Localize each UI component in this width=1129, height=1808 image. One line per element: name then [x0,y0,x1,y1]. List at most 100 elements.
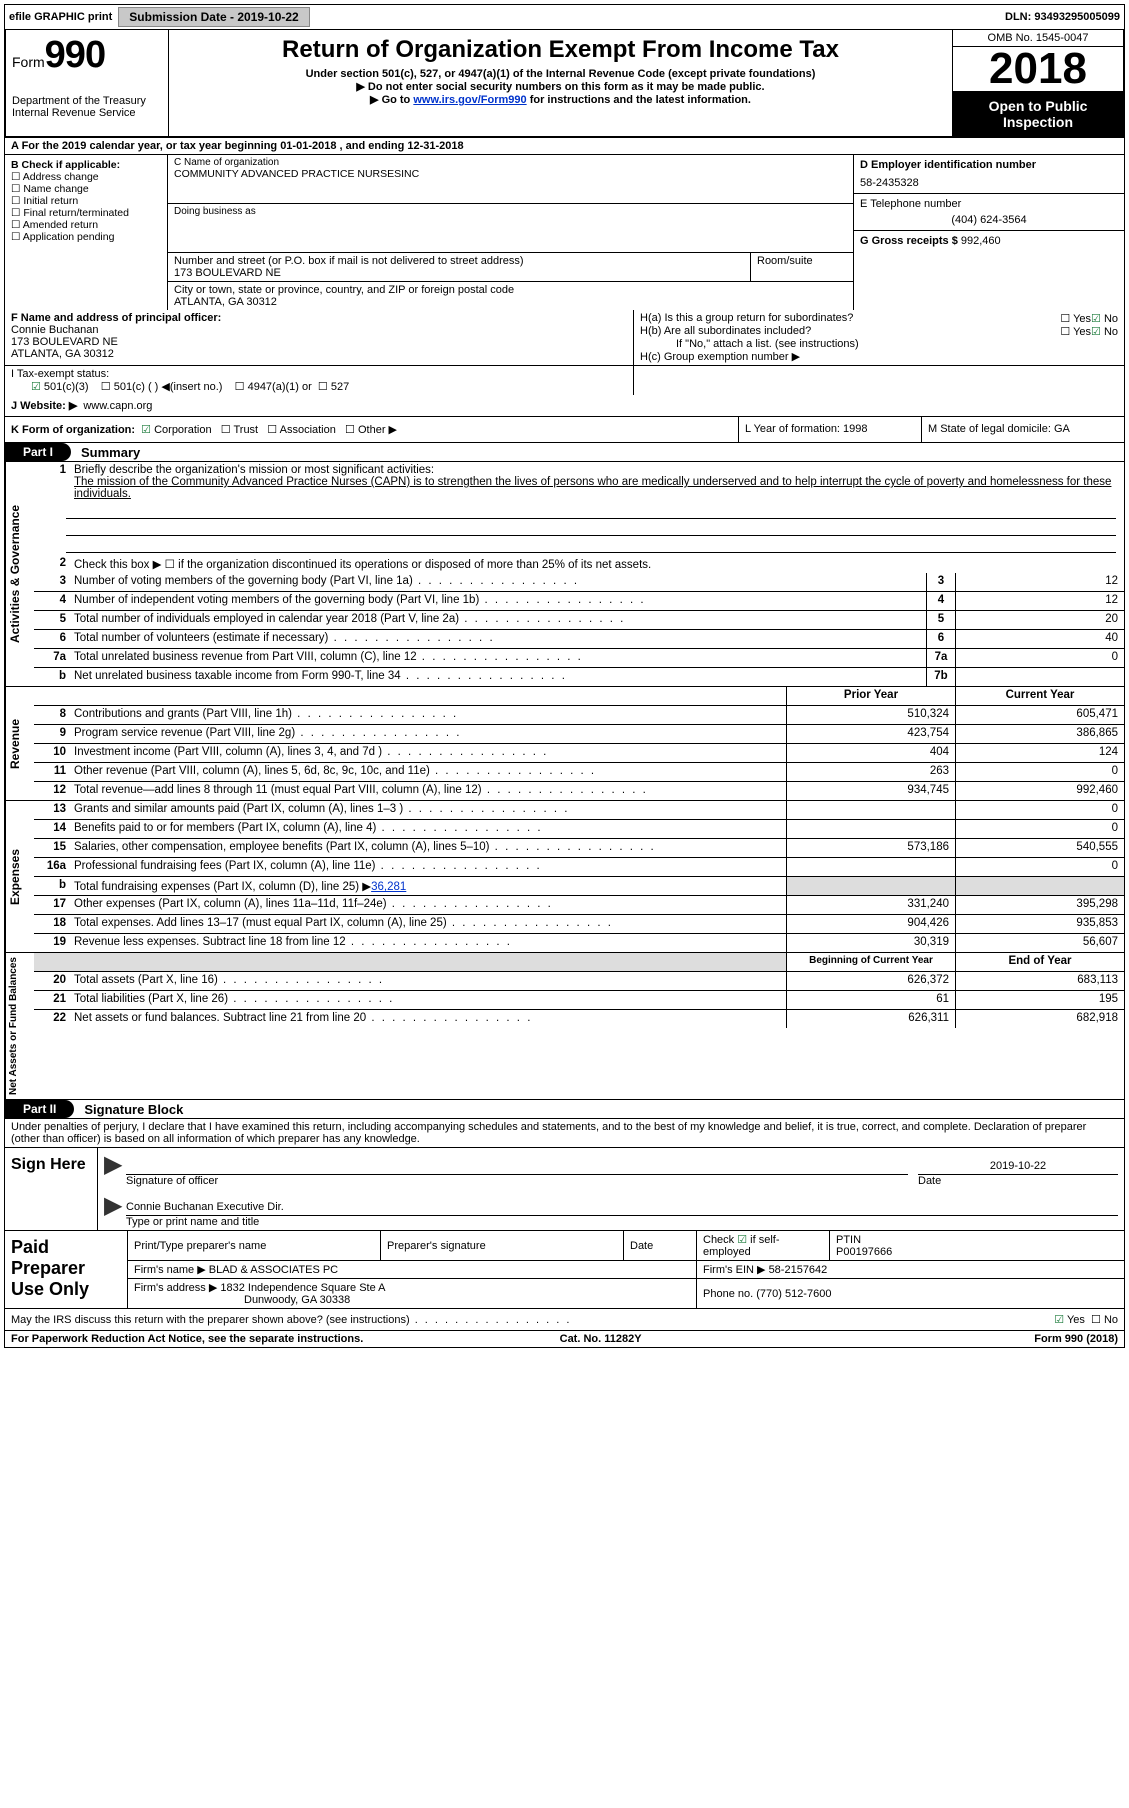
row-14: 14 Benefits paid to or for members (Part… [34,820,1124,839]
sign-body: ▶ Signature of officer 2019-10-22 Date ▶… [98,1148,1124,1230]
rev-rows: Prior Year Current Year 8 Contributions … [34,687,1124,800]
curr-20: 683,113 [955,972,1124,990]
header-left: Form990 Department of the Treasury Inter… [6,30,169,136]
l16b-curr-shade [955,877,1124,895]
vlabel-governance: Activities & Governance [5,462,34,686]
prior-15: 573,186 [786,839,955,857]
org-name-label: C Name of organization [174,157,847,168]
prior-19: 30,319 [786,934,955,952]
curr-11: 0 [955,763,1124,781]
sign-arrow-1: ▶ [104,1150,116,1187]
gov-val-5: 20 [955,611,1124,629]
gov-cell-6: 6 [926,630,955,648]
discuss-no[interactable]: No [1091,1314,1118,1326]
line-2-desc: Check this box ▶ ☐ if the organization d… [70,555,1124,573]
hdr-end-year: End of Year [955,953,1124,971]
cb-app-pending[interactable]: Application pending [11,231,161,243]
org-name-box: C Name of organization COMMUNITY ADVANCE… [168,155,853,204]
sig-date: 2019-10-22 [990,1160,1046,1172]
cb-association[interactable]: Association [267,424,336,436]
prior-8: 510,324 [786,706,955,724]
discuss-yes[interactable]: Yes [1054,1314,1085,1326]
irs-link[interactable]: www.irs.gov/Form990 [413,94,526,106]
row-21: 21 Total liabilities (Part X, line 26) 6… [34,991,1124,1010]
po-addr2: ATLANTA, GA 30312 [11,348,627,360]
row-17: 17 Other expenses (Part IX, column (A), … [34,896,1124,915]
tax-year: 2018 [953,47,1123,92]
row-a-tax-year: A For the 2019 calendar year, or tax yea… [4,138,1125,155]
ptin-value: P00197666 [836,1246,892,1258]
gov-cell-4: 4 [926,592,955,610]
header-right: OMB No. 1545-0047 2018 Open to Public In… [953,30,1123,136]
net-rows: Beginning of Current Year End of Year 20… [34,953,1124,1099]
cb-501c3[interactable]: 501(c)(3) [31,381,89,393]
ha-no[interactable]: No [1091,312,1118,325]
submission-date-button[interactable]: Submission Date - 2019-10-22 [118,7,309,27]
gov-row-3: 3 Number of voting members of the govern… [34,573,1124,592]
num-15: 15 [34,839,70,857]
goto-post: for instructions and the latest informat… [527,94,751,106]
section-expenses: Expenses 13 Grants and similar amounts p… [4,800,1125,952]
cb-527[interactable]: 527 [318,381,349,393]
num-13: 13 [34,801,70,819]
desc-21: Total liabilities (Part X, line 26) [70,991,786,1009]
gov-num-7a: 7a [34,649,70,667]
city-state-zip: ATLANTA, GA 30312 [174,296,847,308]
mission-blank-3 [66,538,1116,553]
ha-yes[interactable]: Yes [1060,312,1091,325]
street-addr: 173 BOULEVARD NE [174,267,744,279]
goto-line: Go to www.irs.gov/Form990 for instructio… [177,93,944,106]
mission-label: Briefly describe the organization's miss… [74,464,434,476]
ein-label: D Employer identification number [860,159,1118,171]
sign-arrow-2: ▶ [104,1191,116,1228]
cb-4947[interactable]: 4947(a)(1) or [235,381,312,393]
hc-label: H(c) Group exemption number ▶ [640,350,1118,363]
row-i: I Tax-exempt status: 501(c)(3) 501(c) ( … [4,366,1125,395]
desc-14: Benefits paid to or for members (Part IX… [70,820,786,838]
tel-label: E Telephone number [860,198,1118,210]
org-name: COMMUNITY ADVANCED PRACTICE NURSESINC [174,168,847,180]
cb-address-change[interactable]: Address change [11,171,161,183]
cb-self-employed[interactable] [737,1234,750,1246]
cb-501c[interactable]: 501(c) ( ) ◀(insert no.) [101,381,223,393]
line-2-num: 2 [34,555,70,573]
gov-num-b: b [34,668,70,686]
num-9: 9 [34,725,70,743]
gov-row-4: 4 Number of independent voting members o… [34,592,1124,611]
mission-text: The mission of the Community Advanced Pr… [74,476,1111,500]
net-header-row: Beginning of Current Year End of Year [34,953,1124,972]
num-8: 8 [34,706,70,724]
cb-initial-return[interactable]: Initial return [11,195,161,207]
row-10: 10 Investment income (Part VIII, column … [34,744,1124,763]
po-name: Connie Buchanan [11,324,627,336]
submission-date: 2019-10-22 [237,10,298,24]
hb-yes[interactable]: Yes [1060,325,1091,338]
addr-label: Number and street (or P.O. box if mail i… [174,255,744,267]
num-21: 21 [34,991,70,1009]
net-hdr-blank [34,953,786,971]
prep-sig-hdr: Preparer's signature [381,1231,624,1261]
cb-other[interactable]: Other ▶ [345,424,397,436]
dba-label: Doing business as [174,206,847,217]
k-label: K Form of organization: [11,424,135,436]
cb-amended[interactable]: Amended return [11,219,161,231]
rev-header-row: Prior Year Current Year [34,687,1124,706]
hb-no[interactable]: No [1091,325,1118,338]
officer-sig-line[interactable] [126,1160,908,1175]
header-mid: Return of Organization Exempt From Incom… [169,30,953,136]
curr-19: 56,607 [955,934,1124,952]
cb-final-return[interactable]: Final return/terminated [11,207,161,219]
discuss-label: May the IRS discuss this return with the… [11,1314,571,1326]
col-c-org-info: C Name of organization COMMUNITY ADVANCE… [168,155,853,310]
gov-val-b [955,668,1124,686]
prior-17: 331,240 [786,896,955,914]
line-1-num: 1 [34,462,70,502]
gov-cell-5: 5 [926,611,955,629]
num-16a: 16a [34,858,70,876]
cb-name-change[interactable]: Name change [11,183,161,195]
cb-corporation[interactable]: Corporation [141,424,211,436]
h-b-row: H(b) Are all subordinates included? Yes … [640,325,1118,338]
rev-hdr-blank [34,687,786,705]
l16b-val[interactable]: 36,281 [371,881,406,893]
cb-trust[interactable]: Trust [221,424,258,436]
